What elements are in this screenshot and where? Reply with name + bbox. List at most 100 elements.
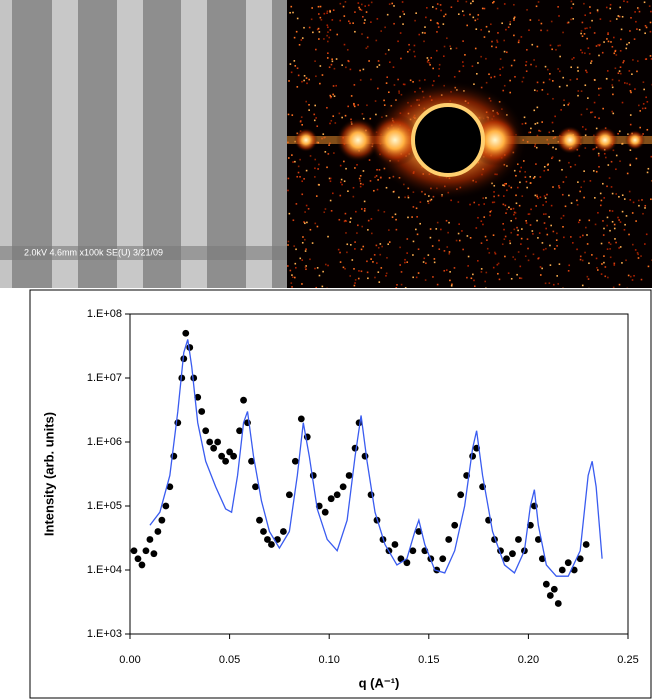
speckle bbox=[570, 236, 572, 238]
speckle bbox=[626, 82, 628, 85]
speckle bbox=[636, 28, 638, 30]
speckle bbox=[613, 36, 615, 39]
speckle bbox=[303, 74, 306, 77]
speckle bbox=[537, 1, 540, 3]
speckle bbox=[586, 275, 589, 278]
speckle bbox=[607, 33, 609, 35]
speckle bbox=[609, 243, 612, 246]
speckle bbox=[629, 164, 632, 167]
speckle bbox=[399, 246, 401, 249]
speckle bbox=[618, 70, 621, 72]
speckle bbox=[606, 38, 608, 40]
speckle bbox=[551, 121, 554, 124]
speckle bbox=[416, 216, 418, 218]
speckle bbox=[562, 181, 565, 183]
speckle bbox=[633, 38, 636, 40]
speckle bbox=[418, 79, 421, 82]
speckle bbox=[579, 49, 582, 51]
speckle bbox=[513, 16, 516, 19]
speckle bbox=[406, 238, 409, 240]
speckle bbox=[502, 203, 505, 206]
speckle bbox=[335, 84, 337, 87]
speckle bbox=[288, 80, 290, 82]
speckle bbox=[491, 45, 493, 48]
data-point bbox=[214, 438, 222, 446]
speckle bbox=[578, 154, 581, 157]
speckle bbox=[628, 41, 630, 44]
speckle bbox=[632, 243, 634, 246]
speckle bbox=[595, 257, 598, 260]
speckle bbox=[326, 287, 328, 288]
speckle bbox=[287, 157, 290, 159]
speckle bbox=[503, 184, 506, 187]
speckle bbox=[354, 167, 356, 169]
speckle bbox=[503, 228, 505, 231]
speckle bbox=[370, 232, 373, 235]
speckle bbox=[314, 267, 316, 270]
speckle bbox=[345, 220, 348, 222]
speckle bbox=[303, 79, 305, 82]
speckle bbox=[480, 29, 483, 31]
speckle bbox=[606, 185, 608, 188]
speckle bbox=[430, 198, 433, 201]
speckle bbox=[353, 105, 356, 108]
speckle bbox=[650, 155, 652, 158]
speckle bbox=[631, 279, 634, 281]
speckle bbox=[474, 19, 477, 22]
speckle bbox=[440, 228, 442, 231]
speckle bbox=[546, 233, 549, 236]
data-point bbox=[509, 550, 516, 558]
speckle bbox=[366, 260, 368, 263]
speckle bbox=[292, 219, 295, 222]
speckle bbox=[499, 58, 502, 60]
speckle bbox=[374, 176, 376, 179]
speckle bbox=[406, 252, 408, 254]
speckle bbox=[518, 39, 520, 42]
speckle bbox=[599, 204, 602, 207]
speckle bbox=[484, 235, 487, 238]
speckle bbox=[370, 218, 373, 220]
speckle bbox=[315, 48, 317, 51]
speckle bbox=[387, 49, 390, 51]
speckle bbox=[308, 78, 310, 81]
speckle bbox=[584, 128, 587, 131]
speckle bbox=[314, 176, 316, 178]
speckle bbox=[529, 182, 532, 184]
speckle bbox=[354, 279, 357, 281]
speckle bbox=[510, 64, 513, 67]
data-point bbox=[142, 547, 150, 555]
speckle bbox=[316, 125, 319, 128]
speckle bbox=[586, 71, 588, 74]
speckle bbox=[628, 83, 631, 86]
speckle bbox=[609, 209, 611, 212]
speckle bbox=[349, 275, 352, 277]
speckle bbox=[549, 44, 552, 47]
speckle bbox=[606, 224, 608, 227]
speckle bbox=[634, 88, 636, 90]
speckle bbox=[561, 168, 563, 171]
speckle bbox=[560, 109, 562, 111]
speckle bbox=[310, 18, 313, 21]
speckle bbox=[597, 87, 600, 90]
speckle bbox=[622, 61, 624, 64]
speckle bbox=[650, 10, 652, 13]
speckle bbox=[355, 210, 357, 213]
speckle bbox=[551, 80, 554, 82]
speckle bbox=[312, 31, 314, 34]
speckle bbox=[361, 208, 363, 210]
speckle bbox=[617, 132, 619, 135]
speckle bbox=[638, 28, 641, 31]
data-point bbox=[190, 374, 198, 382]
speckle bbox=[508, 185, 510, 187]
speckle bbox=[369, 180, 372, 182]
speckle bbox=[332, 85, 335, 87]
speckle bbox=[584, 134, 587, 137]
speckle bbox=[548, 282, 551, 284]
speckle bbox=[305, 248, 307, 251]
speckle bbox=[498, 278, 501, 281]
speckle bbox=[600, 87, 602, 90]
data-point bbox=[256, 516, 263, 524]
speckle bbox=[304, 211, 306, 213]
speckle bbox=[613, 264, 616, 266]
speckle bbox=[364, 19, 366, 21]
